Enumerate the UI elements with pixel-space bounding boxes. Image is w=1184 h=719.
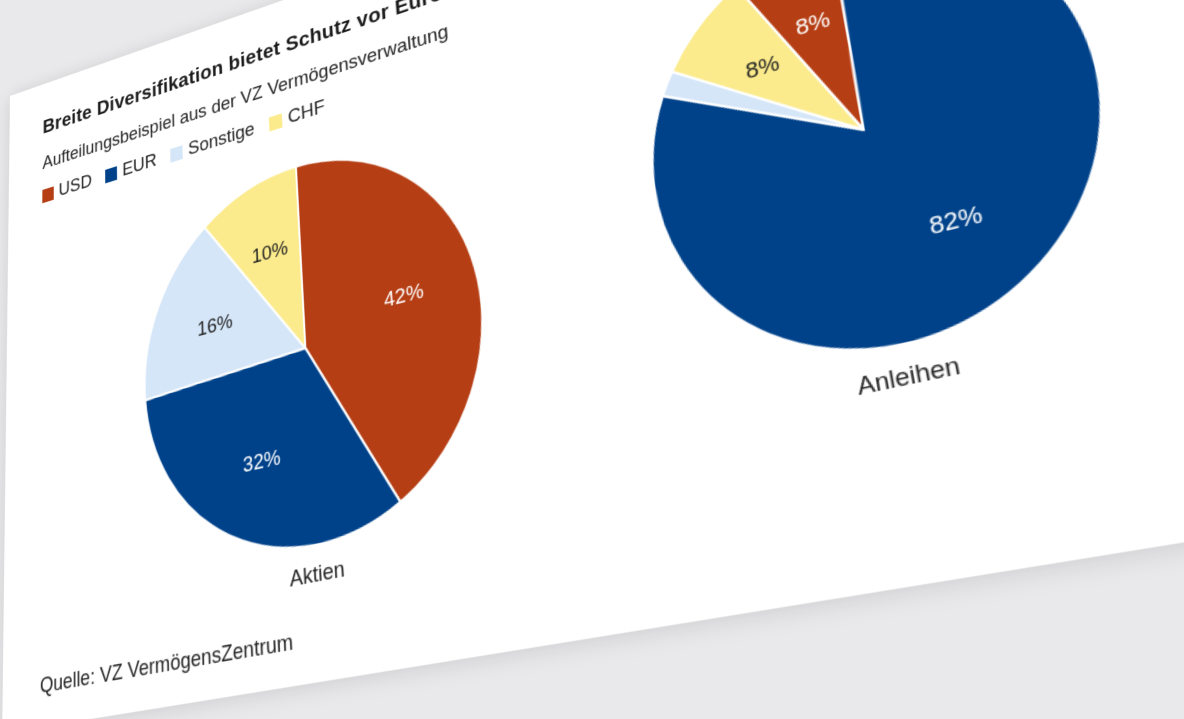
pie-caption-aktien: Aktien [289,555,345,591]
slice-usd-aktien [296,115,498,519]
pie-caption-anleihen: Anleihen [855,351,962,401]
pie-anleihen: 8%82%8%Anleihen [629,0,1160,401]
slice-chf-aktien [204,167,306,373]
slice-eur-aktien [145,327,402,578]
pie-aktien: 42%32%16%10%Aktien [142,115,504,592]
